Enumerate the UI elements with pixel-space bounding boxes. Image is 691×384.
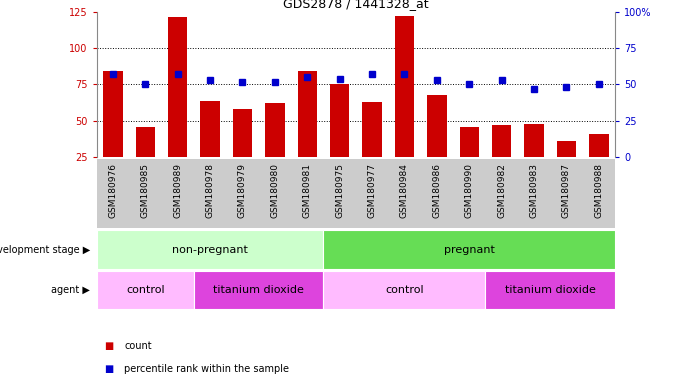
Text: GSM180990: GSM180990	[465, 163, 474, 218]
Bar	[460, 127, 479, 157]
Text: GSM180987: GSM180987	[562, 163, 571, 218]
Bar	[97, 230, 323, 269]
Text: titanium dioxide: titanium dioxide	[504, 285, 596, 295]
Bar	[168, 17, 187, 157]
Bar	[323, 271, 485, 309]
Bar	[135, 127, 155, 157]
Bar	[103, 71, 123, 157]
Bar	[524, 124, 544, 157]
Text: GSM180975: GSM180975	[335, 163, 344, 218]
Text: GSM180982: GSM180982	[497, 163, 506, 218]
Text: development stage ▶: development stage ▶	[0, 245, 90, 255]
Text: GSM180984: GSM180984	[400, 163, 409, 218]
Bar	[492, 125, 511, 157]
Bar	[200, 101, 220, 157]
Bar	[362, 102, 381, 157]
Text: GSM180988: GSM180988	[594, 163, 603, 218]
Text: agent ▶: agent ▶	[51, 285, 90, 295]
Bar	[557, 141, 576, 157]
Bar	[427, 95, 446, 157]
Text: GSM180981: GSM180981	[303, 163, 312, 218]
Text: titanium dioxide: titanium dioxide	[214, 285, 304, 295]
Text: pregnant: pregnant	[444, 245, 495, 255]
Bar	[265, 103, 285, 157]
Bar	[194, 271, 323, 309]
Bar	[323, 230, 615, 269]
Text: GSM180980: GSM180980	[270, 163, 279, 218]
Text: control: control	[126, 285, 164, 295]
Text: GSM180986: GSM180986	[433, 163, 442, 218]
Text: non-pregnant: non-pregnant	[172, 245, 248, 255]
Bar	[298, 71, 317, 157]
Bar	[97, 271, 194, 309]
Text: GSM180989: GSM180989	[173, 163, 182, 218]
Text: GSM180978: GSM180978	[206, 163, 215, 218]
Bar	[395, 16, 414, 157]
Text: GSM180977: GSM180977	[368, 163, 377, 218]
Text: ■: ■	[104, 341, 113, 351]
Text: GSM180985: GSM180985	[141, 163, 150, 218]
Text: GSM180979: GSM180979	[238, 163, 247, 218]
Bar	[485, 271, 615, 309]
Text: GSM180976: GSM180976	[108, 163, 117, 218]
Title: GDS2878 / 1441328_at: GDS2878 / 1441328_at	[283, 0, 428, 10]
Bar	[233, 109, 252, 157]
Text: control: control	[385, 285, 424, 295]
Text: GSM180983: GSM180983	[529, 163, 538, 218]
Bar	[589, 134, 609, 157]
Text: count: count	[124, 341, 152, 351]
Text: ■: ■	[104, 364, 113, 374]
Text: percentile rank within the sample: percentile rank within the sample	[124, 364, 290, 374]
Bar	[330, 84, 350, 157]
